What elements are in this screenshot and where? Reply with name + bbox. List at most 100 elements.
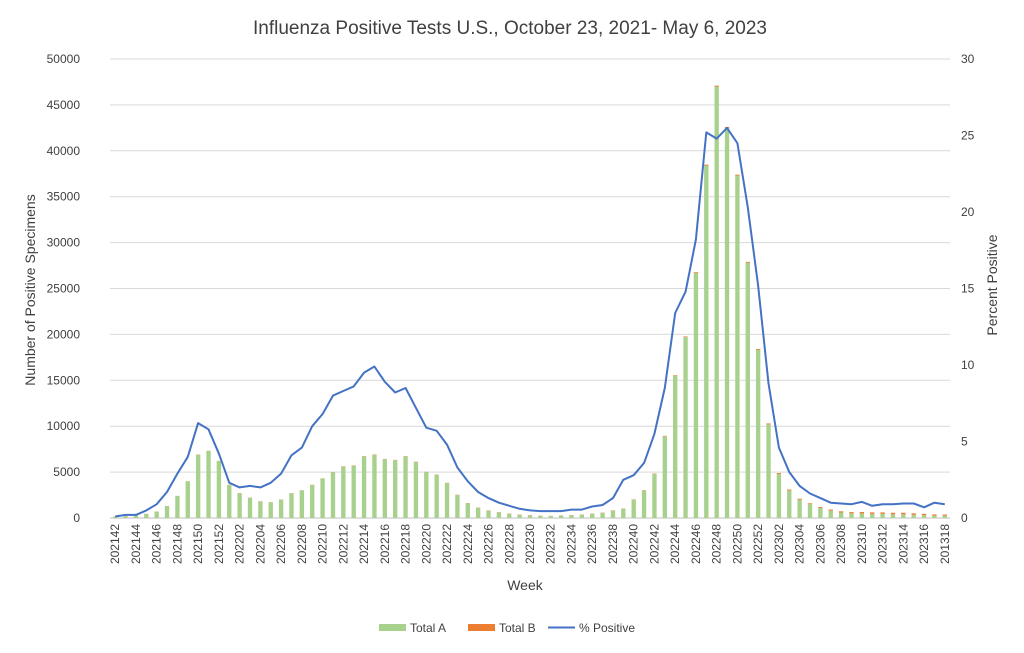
x-tick-label: 202246 bbox=[689, 524, 703, 564]
bar-total-b bbox=[828, 509, 833, 511]
y2-axis-title: Percent Positive bbox=[984, 234, 1000, 335]
bar-total-b bbox=[704, 164, 709, 166]
bar-total-a bbox=[424, 472, 429, 518]
bar-total-a bbox=[579, 514, 585, 518]
bar-total-b bbox=[838, 511, 844, 513]
x-tick-label: 202242 bbox=[647, 524, 661, 564]
bar-total-b bbox=[942, 514, 947, 516]
bar-total-a bbox=[735, 175, 740, 518]
y-tick-label: 10000 bbox=[47, 419, 81, 433]
bar-total-a bbox=[569, 515, 574, 518]
bar-total-a bbox=[258, 501, 263, 518]
x-tick-label: 202248 bbox=[710, 524, 724, 564]
x-axis-title: Week bbox=[507, 577, 544, 593]
y2-tick-label: 20 bbox=[961, 205, 975, 219]
bar-total-a bbox=[299, 490, 305, 518]
bar-total-a bbox=[942, 515, 947, 518]
bar-total-a bbox=[206, 450, 211, 518]
legend-label: % Positive bbox=[579, 621, 635, 635]
x-tick-label: 202210 bbox=[316, 524, 330, 564]
bar-total-a bbox=[548, 516, 553, 518]
bar-total-b bbox=[766, 423, 771, 425]
y2-tick-label: 5 bbox=[961, 435, 968, 449]
bar-total-a bbox=[621, 508, 626, 518]
x-tick-label: 202252 bbox=[751, 524, 765, 564]
bar-total-a bbox=[610, 510, 616, 518]
bar-total-a bbox=[444, 483, 450, 518]
bar-total-a bbox=[393, 460, 398, 518]
bar-total-a bbox=[662, 436, 667, 518]
bar-total-a bbox=[154, 511, 159, 518]
bar-total-a bbox=[227, 484, 232, 518]
bar-total-b bbox=[870, 512, 875, 514]
legend-swatch bbox=[468, 624, 495, 631]
x-tick-label: 202314 bbox=[896, 524, 910, 564]
x-tick-label: 202238 bbox=[606, 524, 620, 564]
bar-total-a bbox=[289, 493, 294, 518]
legend-swatch bbox=[379, 624, 406, 631]
y2-tick-label: 25 bbox=[961, 129, 975, 143]
left-y-axis: 0 5000 10000 15000 20000 25000 30000 35000 40000… bbox=[47, 52, 81, 525]
bar-total-a bbox=[921, 515, 927, 518]
x-axis: 202142 202144 202146 202148 202150 202152 2022… bbox=[108, 524, 952, 564]
bar-total-b bbox=[735, 174, 740, 176]
legend-label: Total A bbox=[410, 621, 446, 635]
bar-total-a bbox=[683, 337, 688, 518]
bar-total-a bbox=[133, 515, 139, 518]
bar-total-a bbox=[237, 493, 242, 518]
x-tick-label: 202226 bbox=[482, 524, 496, 564]
bar-total-a bbox=[704, 165, 709, 518]
bar-total-a bbox=[403, 456, 408, 518]
bar-total-a bbox=[123, 516, 128, 518]
x-tick-label: 202206 bbox=[274, 524, 288, 564]
x-tick-label: 201318 bbox=[938, 524, 952, 564]
bar-total-b bbox=[693, 272, 699, 273]
bar-total-a bbox=[434, 474, 439, 518]
bar-total-a bbox=[413, 462, 419, 518]
chart-title: Influenza Positive Tests U.S., October 2… bbox=[253, 18, 767, 39]
bar-total-a bbox=[268, 502, 273, 518]
bar-total-a bbox=[890, 514, 896, 518]
y-tick-label: 20000 bbox=[47, 327, 81, 341]
y-tick-label: 25000 bbox=[47, 282, 81, 296]
bar-total-a bbox=[175, 495, 180, 518]
bar-total-a bbox=[361, 456, 367, 518]
legend-label: Total B bbox=[499, 621, 536, 635]
y-tick-label: 15000 bbox=[47, 373, 81, 387]
x-tick-label: 202202 bbox=[233, 524, 247, 564]
bar-total-a bbox=[714, 86, 719, 518]
bar-total-a bbox=[590, 513, 595, 518]
bar-total-a bbox=[641, 490, 647, 518]
bar-total-b bbox=[714, 85, 719, 87]
y2-tick-label: 30 bbox=[961, 52, 975, 66]
bar-total-a bbox=[341, 466, 346, 518]
bar-total-a bbox=[838, 512, 844, 518]
bar-total-a bbox=[724, 127, 730, 518]
x-tick-label: 202224 bbox=[461, 524, 475, 564]
x-tick-label: 202144 bbox=[129, 524, 143, 564]
x-tick-label: 202204 bbox=[253, 524, 267, 564]
bar-total-a bbox=[818, 507, 823, 518]
bar-total-b bbox=[932, 514, 937, 516]
bar-total-b bbox=[673, 375, 678, 376]
bar-total-a bbox=[475, 507, 481, 518]
bar-total-a bbox=[247, 497, 253, 518]
bar-total-b bbox=[859, 512, 865, 514]
x-tick-label: 202208 bbox=[295, 524, 309, 564]
x-tick-label: 202316 bbox=[917, 524, 931, 564]
x-tick-label: 202250 bbox=[730, 524, 744, 564]
bar-total-a bbox=[776, 473, 782, 518]
bar-total-a bbox=[144, 513, 149, 518]
x-tick-label: 202212 bbox=[336, 524, 350, 564]
legend: Total A Total B % Positive bbox=[379, 621, 635, 635]
bar-total-a bbox=[465, 503, 470, 518]
x-tick-label: 202310 bbox=[855, 524, 869, 564]
x-tick-label: 202232 bbox=[544, 524, 558, 564]
bar-total-b bbox=[683, 336, 688, 338]
y2-tick-label: 10 bbox=[961, 358, 975, 372]
x-tick-label: 202150 bbox=[191, 524, 205, 564]
y2-tick-label: 15 bbox=[961, 282, 975, 296]
x-tick-label: 202304 bbox=[793, 524, 807, 564]
